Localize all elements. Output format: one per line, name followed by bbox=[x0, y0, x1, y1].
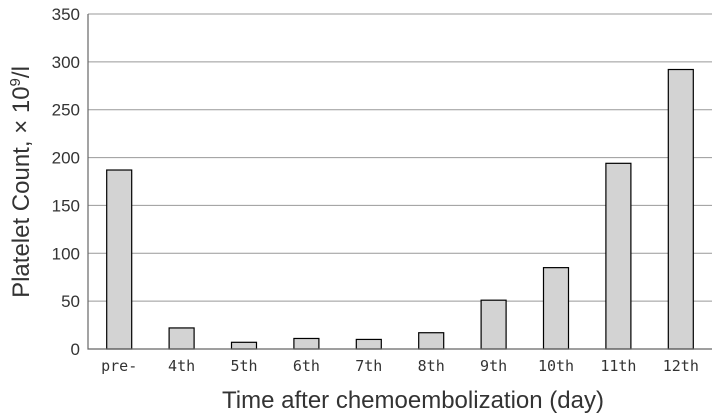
y-axis-label-sup: 9 bbox=[7, 78, 24, 86]
x-tick-label: pre- bbox=[101, 357, 137, 375]
y-tick-label: 350 bbox=[52, 5, 80, 24]
y-tick-label: 300 bbox=[52, 53, 80, 72]
axis-layer bbox=[87, 14, 712, 350]
bar-layer bbox=[106, 68, 694, 350]
plot-frame bbox=[87, 14, 712, 350]
x-tick-label: 4th bbox=[168, 357, 195, 375]
y-axis-label-main: Platelet Count, × 10 bbox=[8, 86, 35, 297]
x-tick-label: 11th bbox=[600, 357, 636, 375]
y-axis-label-unit: /l bbox=[8, 66, 35, 78]
x-tick-label: 6th bbox=[293, 357, 320, 375]
y-tick-label: 200 bbox=[52, 149, 80, 168]
y-tick-label: 100 bbox=[52, 244, 80, 263]
bar-pre bbox=[106, 169, 133, 350]
bar-5th bbox=[230, 341, 258, 350]
y-axis-label: Platelet Count, × 109/l bbox=[7, 66, 35, 298]
x-tick-labels: pre- 4th 5th 6th 7th 8th 9th 10th 11th 12th bbox=[101, 357, 699, 375]
bar-8th bbox=[418, 332, 445, 350]
x-tick-label: 12th bbox=[663, 357, 699, 375]
y-tick-label: 0 bbox=[71, 340, 80, 359]
x-tick-label: 7th bbox=[355, 357, 382, 375]
bar-11th bbox=[605, 162, 632, 350]
y-tick-label: 250 bbox=[52, 101, 80, 120]
x-tick-label: 9th bbox=[480, 357, 507, 375]
x-tick-label: 8th bbox=[418, 357, 445, 375]
bar-9th bbox=[480, 299, 507, 350]
bar-7th bbox=[355, 338, 382, 350]
grid-layer bbox=[88, 13, 712, 302]
x-tick-label: 10th bbox=[538, 357, 574, 375]
bar-12th bbox=[667, 68, 694, 350]
y-tick-label: 50 bbox=[61, 292, 80, 311]
x-axis-label: Time after chemoembolization (day) bbox=[222, 387, 604, 414]
y-tick-label: 150 bbox=[52, 196, 80, 215]
x-tick-label: 5th bbox=[230, 357, 257, 375]
y-tick-labels: 0 50 100 150 200 250 300 350 bbox=[52, 5, 80, 359]
bar-4th bbox=[168, 327, 195, 350]
bar-10th bbox=[542, 267, 570, 350]
bar-6th bbox=[293, 337, 320, 350]
